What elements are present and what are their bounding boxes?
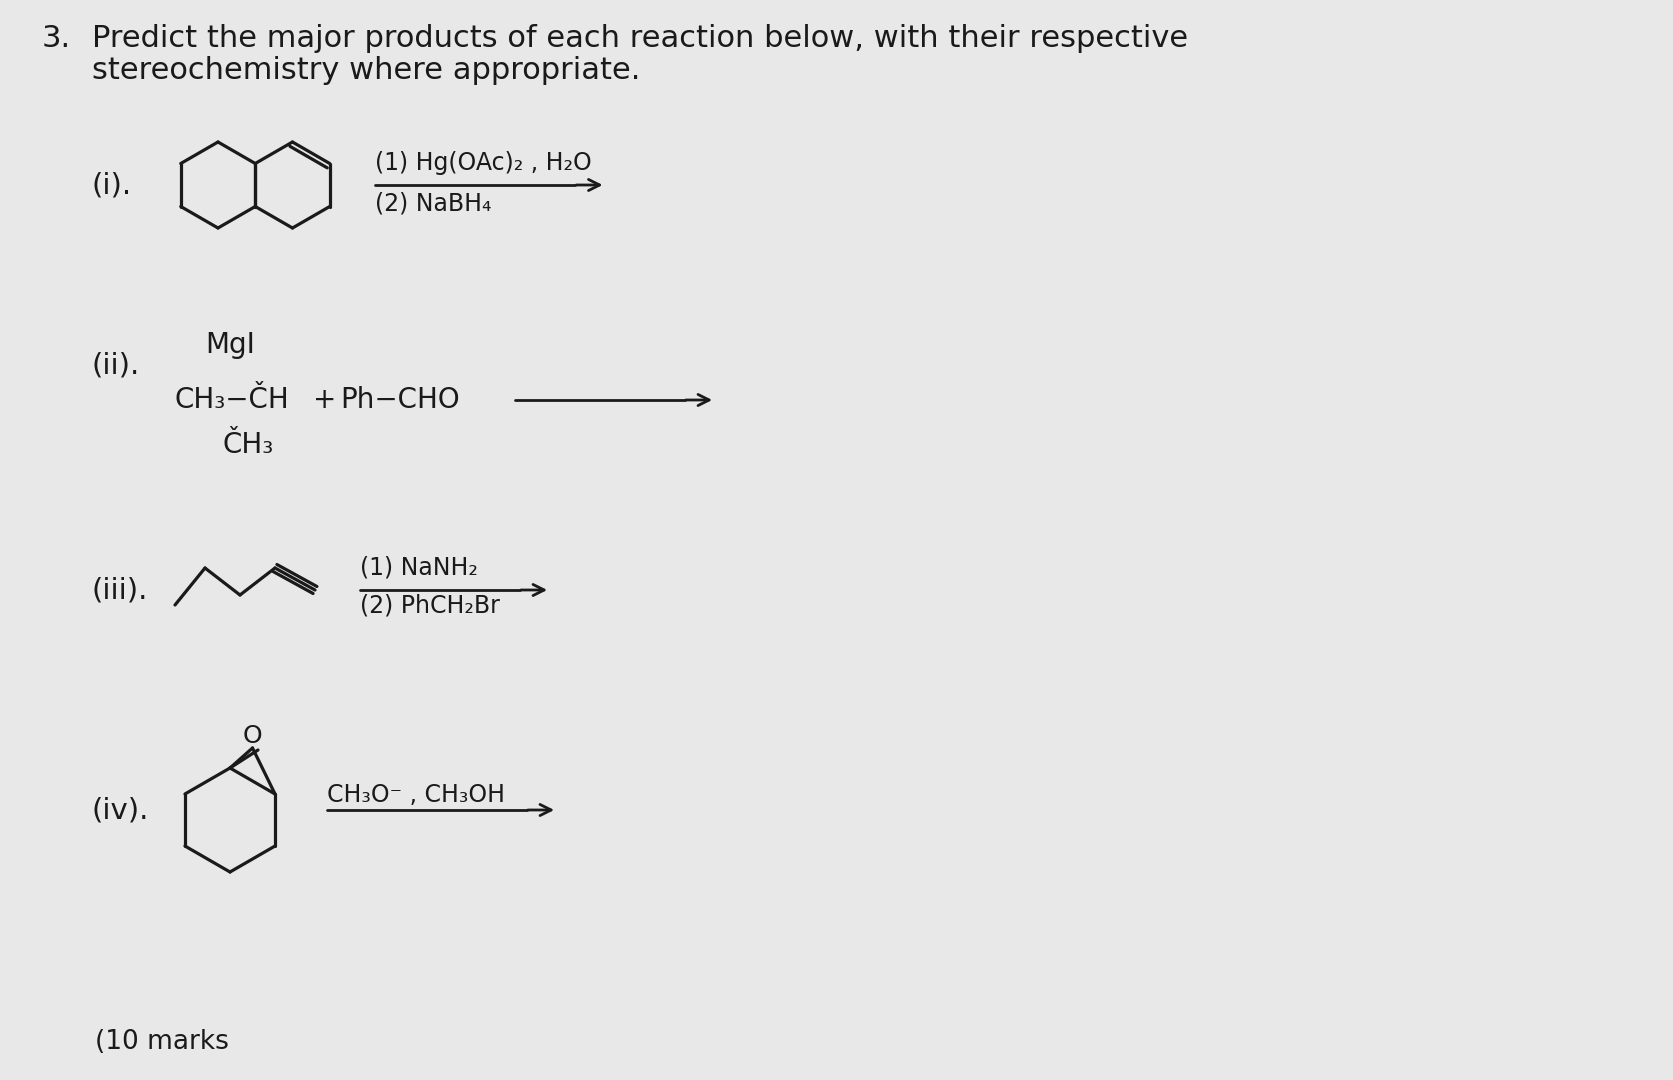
Text: O: O bbox=[243, 724, 263, 748]
Text: CH₃O⁻ , CH₃OH: CH₃O⁻ , CH₃OH bbox=[326, 783, 505, 807]
Text: (i).: (i). bbox=[92, 171, 132, 199]
Text: (2) NaBH₄: (2) NaBH₄ bbox=[375, 191, 492, 215]
Text: ČH₃: ČH₃ bbox=[223, 431, 274, 459]
Text: (iii).: (iii). bbox=[92, 576, 149, 604]
Text: (iv).: (iv). bbox=[92, 796, 149, 824]
Text: (ii).: (ii). bbox=[92, 351, 141, 379]
Text: MgI: MgI bbox=[204, 330, 254, 359]
Text: +: + bbox=[313, 386, 345, 414]
Text: 3.: 3. bbox=[42, 24, 70, 53]
Text: (1) NaNH₂: (1) NaNH₂ bbox=[360, 556, 477, 580]
Text: CH₃−ČH: CH₃−ČH bbox=[176, 386, 289, 414]
Text: Ph−CHO: Ph−CHO bbox=[340, 386, 460, 414]
Text: (2) PhCH₂Br: (2) PhCH₂Br bbox=[360, 593, 500, 617]
Text: (1) Hg(OAc)₂ , H₂O: (1) Hg(OAc)₂ , H₂O bbox=[375, 151, 592, 175]
Text: Predict the major products of each reaction below, with their respective: Predict the major products of each react… bbox=[92, 24, 1188, 53]
Text: stereochemistry where appropriate.: stereochemistry where appropriate. bbox=[92, 55, 641, 84]
Text: (10 marks: (10 marks bbox=[95, 1029, 229, 1055]
